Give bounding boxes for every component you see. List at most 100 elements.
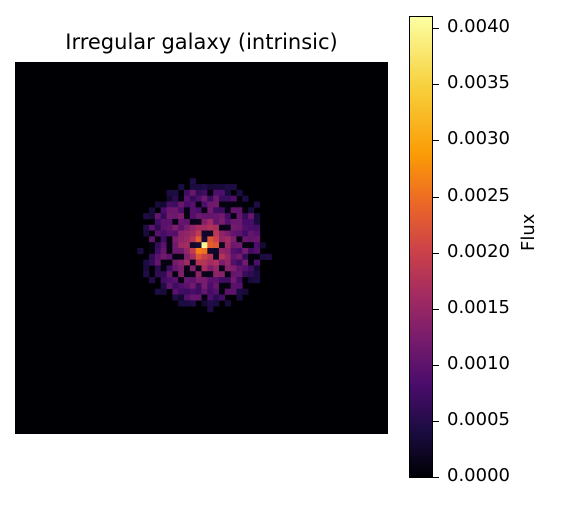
- heatmap-cell: [178, 265, 185, 272]
- heatmap-cell: [160, 213, 167, 220]
- colorbar-tick: [433, 477, 439, 478]
- heatmap-cell: [253, 224, 261, 231]
- heatmap-cell: [189, 253, 196, 260]
- heatmap-cell: [248, 236, 255, 243]
- heatmap-cell: [230, 218, 237, 226]
- heatmap-cell: [201, 248, 208, 255]
- heatmap-cell: [213, 265, 220, 272]
- colorbar-tick-label: 0.0025: [447, 184, 510, 206]
- heatmap-cell: [218, 253, 226, 260]
- heatmap-cell: [207, 242, 214, 249]
- heatmap-cell: [154, 224, 162, 231]
- galaxy-image: [15, 62, 388, 434]
- heatmap-cell: [201, 282, 208, 289]
- heatmap-cell: [213, 271, 220, 278]
- heatmap-cell: [178, 294, 185, 301]
- heatmap-cell: [149, 253, 156, 260]
- heatmap-cell: [253, 265, 261, 272]
- heatmap-cell: [154, 213, 162, 220]
- heatmap-cell: [189, 236, 196, 243]
- heatmap-cell: [224, 259, 231, 266]
- heatmap-cell: [218, 189, 226, 196]
- heatmap-cell: [160, 242, 167, 249]
- heatmap-cell: [189, 300, 196, 307]
- heatmap-cell: [201, 224, 208, 231]
- heatmap-cell: [230, 207, 237, 214]
- heatmap-cell: [213, 184, 220, 191]
- heatmap-cell: [207, 265, 214, 272]
- heatmap-cells: [137, 178, 272, 313]
- colorbar-tick: [433, 140, 439, 142]
- heatmap-cell: [189, 265, 196, 272]
- heatmap-cell: [189, 288, 196, 295]
- heatmap-cell: [207, 271, 214, 278]
- heatmap-cell: [230, 259, 237, 266]
- heatmap-cell: [224, 242, 231, 249]
- heatmap-cell: [242, 213, 249, 220]
- heatmap-cell: [201, 207, 208, 214]
- heatmap-cell: [218, 248, 226, 255]
- heatmap-cell: [236, 236, 243, 243]
- heatmap-cell: [253, 253, 261, 260]
- heatmap-cell: [178, 184, 185, 191]
- heatmap-cell: [195, 265, 202, 272]
- heatmap-cell: [218, 195, 226, 202]
- heatmap-cell: [184, 213, 191, 220]
- heatmap-cell: [236, 201, 243, 208]
- heatmap-cell: [178, 288, 185, 295]
- heatmap-cell: [230, 288, 237, 295]
- heatmap-cell: [236, 242, 243, 249]
- heatmap-cell: [242, 230, 249, 237]
- colorbar-tick: [433, 84, 439, 86]
- heatmap-cell: [213, 248, 220, 255]
- heatmap-cell: [224, 189, 231, 196]
- heatmap-cell: [224, 213, 231, 220]
- colorbar-label: Flux: [518, 213, 539, 251]
- heatmap-cell: [218, 271, 226, 278]
- heatmap-cell: [230, 230, 237, 237]
- heatmap-cell: [207, 253, 214, 260]
- heatmap-cell: [189, 189, 196, 196]
- heatmap-cell: [166, 218, 173, 226]
- heatmap-cell: [236, 213, 243, 220]
- heatmap-cell: [178, 282, 185, 289]
- heatmap-cell: [172, 213, 179, 220]
- heatmap-cell: [172, 201, 179, 208]
- heatmap-cell: [166, 277, 173, 284]
- heatmap-cell: [189, 248, 196, 255]
- heatmap-cell: [230, 195, 237, 202]
- heatmap-cell: [253, 201, 261, 208]
- heatmap-cell: [195, 288, 202, 295]
- heatmap-cell: [218, 265, 226, 272]
- heatmap-cell: [248, 224, 255, 231]
- heatmap-cell: [189, 224, 196, 231]
- heatmap-cell: [207, 213, 214, 220]
- heatmap-cell: [166, 230, 173, 237]
- heatmap-cell: [201, 195, 208, 202]
- colorbar-tick-label: 0.0000: [447, 465, 510, 486]
- colorbar-tick-label: 0.0020: [447, 240, 510, 262]
- heatmap-cell: [236, 189, 243, 196]
- heatmap-cell: [218, 288, 226, 295]
- colorbar-tick: [433, 28, 439, 30]
- heatmap-cell: [207, 207, 214, 214]
- heatmap-cell: [207, 195, 214, 202]
- heatmap-cell: [178, 242, 185, 249]
- heatmap-cell: [242, 224, 249, 231]
- heatmap-cell: [236, 282, 243, 289]
- colorbar-tick: [433, 252, 439, 254]
- heatmap-cell: [195, 184, 202, 191]
- heatmap-cell: [184, 288, 191, 295]
- heatmap-cell: [172, 242, 179, 249]
- heatmap-cell: [224, 201, 231, 208]
- heatmap-cell: [224, 248, 231, 255]
- heatmap-cell: [149, 236, 156, 243]
- heatmap-cell: [230, 277, 237, 284]
- heatmap-cell: [160, 218, 167, 226]
- heatmap-cell: [160, 236, 167, 243]
- heatmap-cell: [207, 236, 214, 243]
- heatmap-cell: [195, 253, 202, 260]
- heatmap-cell: [248, 207, 255, 214]
- heatmap-cell: [213, 253, 220, 260]
- heatmap-cell: [137, 248, 144, 255]
